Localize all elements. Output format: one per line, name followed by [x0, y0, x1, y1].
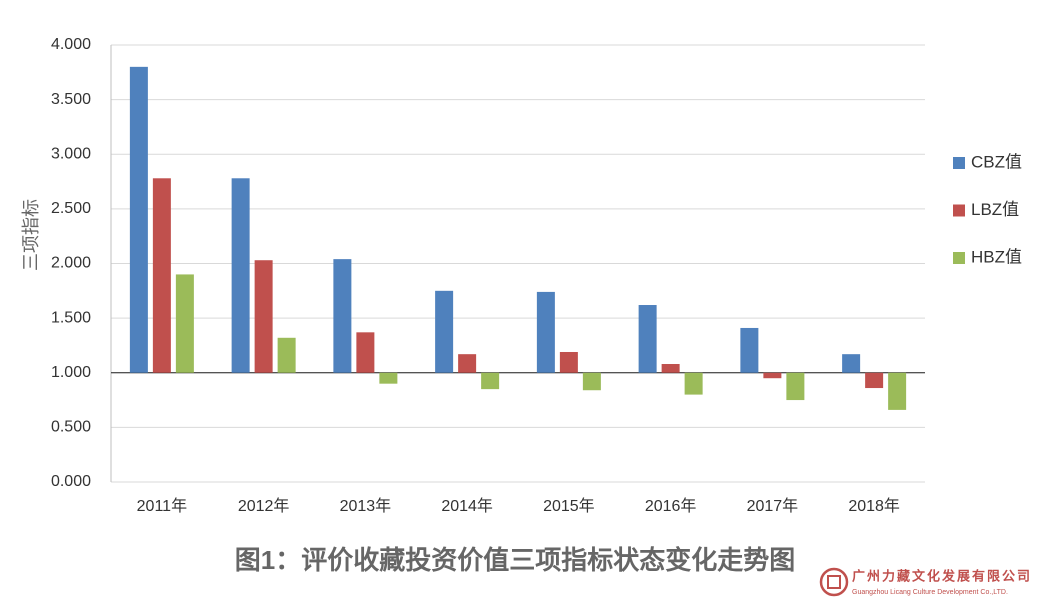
y-tick-label: 2.500: [51, 200, 91, 217]
x-tick-label: 2017年: [747, 497, 799, 515]
y-tick-label: 3.000: [51, 145, 91, 162]
bar: [684, 372, 703, 395]
legend-label: HBZ值: [971, 247, 1022, 266]
bar: [661, 364, 680, 373]
y-tick-label: 1.000: [51, 364, 91, 381]
bar: [740, 327, 759, 373]
x-tick-label: 2014年: [441, 497, 493, 515]
y-tick-label: 0.000: [51, 473, 91, 490]
watermark-subname: Guangzhou Licang Culture Development Co.…: [852, 589, 1008, 596]
x-tick-label: 2015年: [543, 497, 595, 515]
bar: [481, 372, 500, 390]
legend-swatch: [953, 204, 965, 217]
bar: [865, 372, 884, 389]
bar: [333, 259, 352, 373]
bar: [458, 354, 477, 373]
bar: [582, 372, 601, 391]
chart-title: 图1：评价收藏投资价值三项指标状态变化走势图: [235, 545, 795, 575]
bar: [356, 332, 375, 373]
bar: [129, 66, 148, 373]
bar: [379, 372, 398, 384]
x-tick-label: 2011年: [137, 497, 187, 515]
bar: [786, 372, 805, 401]
x-tick-label: 2018年: [848, 497, 900, 515]
bar: [536, 291, 555, 373]
y-tick-label: 0.500: [51, 419, 91, 436]
y-tick-label: 1.500: [51, 309, 91, 326]
bar: [888, 372, 907, 410]
x-tick-label: 2013年: [340, 497, 392, 515]
legend-label: LBZ值: [971, 200, 1019, 219]
y-tick-label: 4.000: [51, 36, 91, 53]
legend-label: CBZ值: [971, 152, 1022, 171]
logo-icon-inner: [827, 575, 841, 589]
bar: [231, 178, 250, 373]
logo-icon: [819, 567, 849, 597]
x-tick-label: 2012年: [238, 497, 290, 515]
legend-swatch: [953, 157, 965, 169]
bar: [638, 305, 657, 373]
bar: [559, 351, 578, 373]
bar: [175, 274, 194, 373]
bar: [152, 178, 171, 373]
legend-swatch: [953, 252, 965, 264]
bar: [842, 354, 861, 373]
y-tick-label: 3.500: [51, 91, 91, 108]
bar: [435, 290, 454, 373]
watermark-name: 广州力藏文化发展有限公司: [852, 568, 1032, 583]
y-tick-label: 2.000: [51, 255, 91, 272]
y-axis-label: 三项指标: [21, 199, 41, 271]
bar: [277, 337, 296, 373]
bar: [254, 260, 273, 373]
x-tick-label: 2016年: [645, 497, 697, 515]
bar: [763, 372, 782, 379]
